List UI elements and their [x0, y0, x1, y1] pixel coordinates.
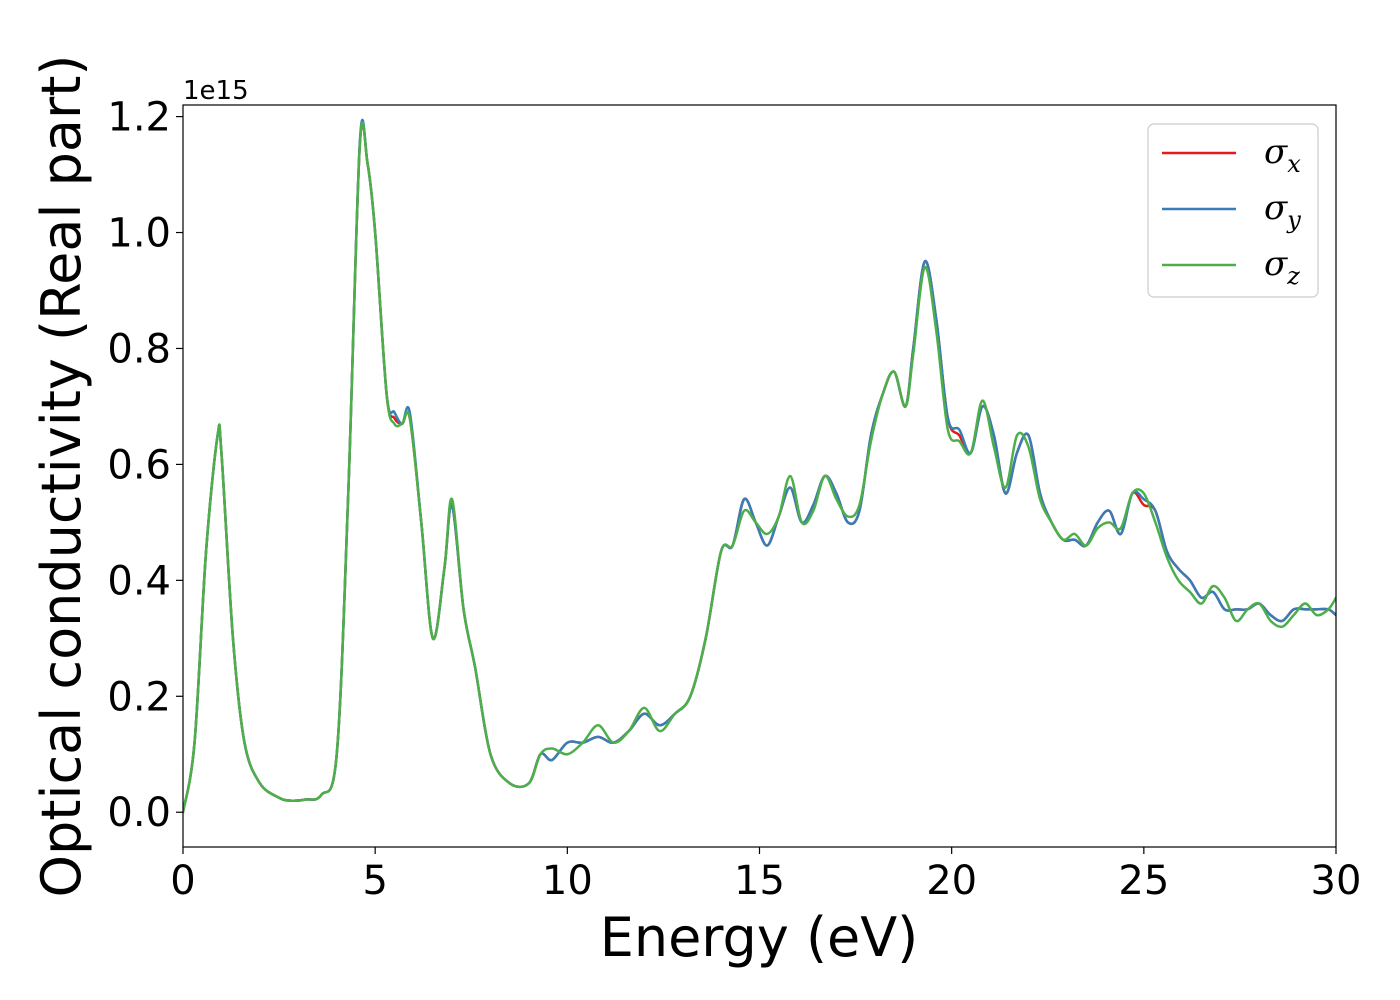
legend-label-base: σ: [1264, 244, 1288, 284]
legend-label-y: σy: [1264, 188, 1301, 234]
y-tick-label: 1.0: [107, 211, 171, 257]
x-tick-label: 20: [926, 858, 977, 904]
y-offset-label: 1e15: [183, 76, 249, 106]
legend-label-subscript: x: [1287, 150, 1301, 178]
x-axis: 0 5 10 15 20 25 30: [170, 847, 1361, 904]
y-tick-label: 0.8: [107, 326, 171, 372]
y-axis: 0.0 0.2 0.4 0.6 0.8 1.0 1.2: [107, 95, 183, 836]
legend-box: [1147, 123, 1319, 298]
x-tick-label: 10: [542, 858, 593, 904]
legend-label-base: σ: [1264, 188, 1288, 228]
x-tick-label: 30: [1311, 858, 1362, 904]
x-axis-title: Energy (eV): [600, 906, 919, 969]
legend-label-x: σx: [1264, 132, 1301, 178]
y-axis-title: Optical conductivity (Real part): [30, 55, 93, 898]
legend-label-z: σz: [1264, 244, 1300, 290]
series-line-z: [183, 121, 1336, 814]
x-tick-label: 15: [734, 858, 785, 904]
x-tick-label: 5: [362, 858, 387, 904]
y-tick-label: 0.6: [107, 442, 171, 488]
x-tick-label: 25: [1118, 858, 1169, 904]
y-tick-label: 1.2: [107, 95, 171, 141]
legend-label-subscript: y: [1286, 206, 1301, 234]
y-tick-label: 0.2: [107, 674, 171, 720]
y-tick-label: 0.0: [107, 790, 171, 836]
x-tick-label: 0: [170, 858, 195, 904]
legend-label-base: σ: [1264, 132, 1288, 172]
series-layer: [183, 118, 1336, 814]
legend-label-subscript: z: [1286, 262, 1300, 290]
y-tick-label: 0.4: [107, 558, 171, 604]
